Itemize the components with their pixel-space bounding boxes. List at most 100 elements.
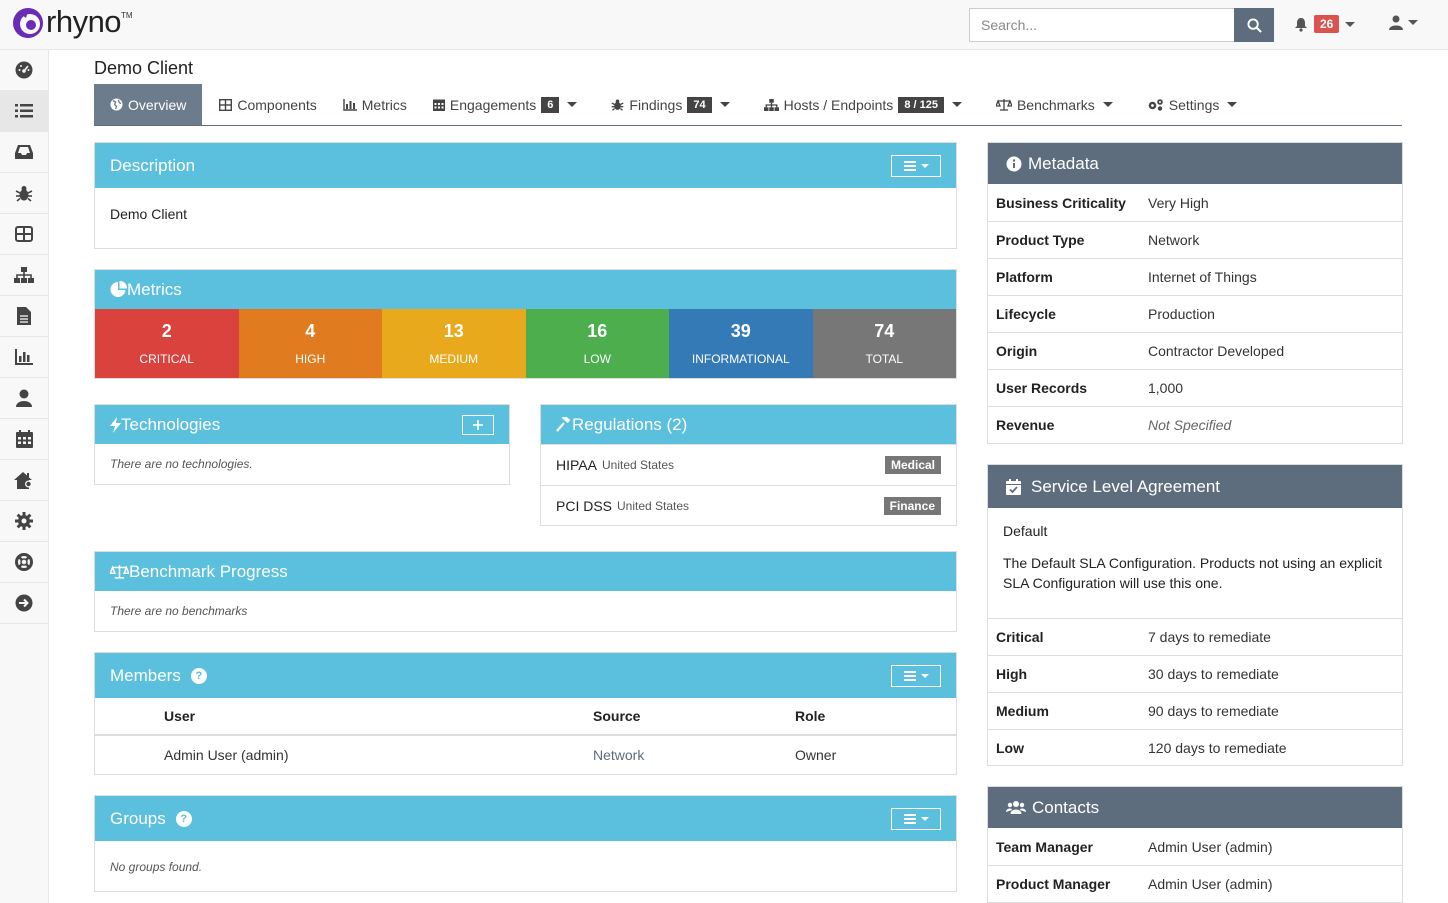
metric-low[interactable]: 16 LOW	[525, 309, 669, 378]
metric-medium[interactable]: 13 MEDIUM	[382, 309, 526, 378]
sla-days: 7 days to remediate	[1148, 629, 1271, 645]
metadata-key: Lifecycle	[996, 306, 1056, 322]
brand-name: rhyno	[46, 4, 122, 39]
help-icon[interactable]: ?	[190, 667, 207, 684]
sidebar-item-products[interactable]	[0, 91, 48, 132]
contact-row: Product Manager Admin User (admin)	[988, 865, 1402, 902]
tab-overview[interactable]: Overview	[94, 84, 203, 125]
panel-title: Contacts	[1032, 797, 1100, 817]
sidebar-item-reports[interactable]	[0, 296, 48, 337]
metric-label: HIGH	[295, 352, 326, 366]
contact-row: Team Manager Admin User (admin)	[988, 828, 1402, 865]
tab-settings[interactable]: Settings	[1138, 84, 1247, 125]
regulation-row[interactable]: PCI DSS United States Finance	[541, 485, 956, 526]
tab-components[interactable]: Components	[210, 84, 325, 125]
table-icon	[219, 98, 233, 111]
regulation-row[interactable]: HIPAA United States Medical	[541, 444, 956, 485]
sidebar	[0, 50, 49, 903]
table-row[interactable]: Admin User (admin) Network Owner	[95, 736, 956, 774]
sidebar-item-inbox[interactable]	[0, 132, 48, 173]
gavel-icon	[556, 417, 571, 432]
sidebar-item-endpoints[interactable]	[0, 255, 48, 296]
chevron-down-icon	[920, 816, 929, 821]
globe-icon	[110, 98, 123, 111]
bolt-icon	[110, 416, 121, 433]
groups-menu-button[interactable]	[891, 807, 941, 830]
search-button[interactable]	[1234, 8, 1274, 42]
tab-hosts-endpoints[interactable]: Hosts / Endpoints 8 / 125	[755, 84, 971, 125]
sidebar-item-findings[interactable]	[0, 173, 48, 214]
calendar-check-icon	[1006, 478, 1021, 495]
sitemap-icon	[14, 267, 34, 283]
members-header: Members ?	[95, 653, 956, 698]
sla-row: High 30 days to remediate	[988, 655, 1402, 692]
user-icon	[16, 389, 32, 407]
panel-title: Description	[110, 155, 196, 175]
tab-label: Settings	[1168, 96, 1220, 113]
metadata-row: Lifecycle Production	[988, 295, 1402, 332]
tab-findings[interactable]: Findings 74	[602, 84, 738, 125]
tab-label: Benchmarks	[1016, 96, 1095, 113]
brand-logo[interactable]: rhyno TM	[12, 4, 133, 39]
bars-icon	[903, 670, 916, 681]
tab-engagements[interactable]: Engagements 6	[424, 84, 587, 125]
groups-panel: Groups ? No groups found.	[94, 795, 957, 892]
sla-severity: Critical	[996, 629, 1044, 645]
metric-informational[interactable]: 39 INFORMATIONAL	[669, 309, 813, 378]
regulation-country: United States	[617, 499, 690, 513]
description-menu-button[interactable]	[891, 154, 941, 177]
sidebar-item-calendar[interactable]	[0, 419, 48, 460]
tab-benchmarks[interactable]: Benchmarks	[987, 84, 1122, 125]
calendar-icon	[15, 430, 33, 448]
sidebar-item-metrics[interactable]	[0, 337, 48, 378]
chevron-down-icon	[1227, 102, 1238, 107]
page-title: Demo Client	[94, 58, 194, 78]
users-icon	[1006, 801, 1026, 814]
regulations-panel: Regulations (2) HIPAA United States Medi…	[540, 404, 957, 526]
lifebuoy-icon	[15, 553, 33, 571]
metadata-value: Contractor Developed	[1148, 343, 1285, 359]
sidebar-item-support[interactable]	[0, 542, 48, 583]
metadata-value: Not Specified	[1148, 417, 1232, 433]
metric-critical[interactable]: 2 CRITICAL	[95, 309, 239, 378]
sidebar-item-expand[interactable]	[0, 583, 48, 624]
search-input[interactable]	[969, 8, 1235, 42]
members-menu-button[interactable]	[891, 664, 941, 687]
metric-value: 2	[161, 321, 172, 341]
description-header: Description	[95, 143, 956, 188]
sidebar-item-users[interactable]	[0, 378, 48, 419]
panel-title: Groups	[110, 808, 166, 828]
metric-total[interactable]: 74 TOTAL	[812, 309, 956, 378]
rhyno-logo-icon	[13, 8, 43, 38]
sla-row: Critical 7 days to remediate	[988, 618, 1402, 655]
engagements-count-badge: 6	[541, 96, 560, 113]
regulation-country: United States	[601, 458, 675, 472]
benchmark-header: Benchmark Progress	[95, 552, 956, 591]
metadata-value: Network	[1148, 232, 1200, 248]
metric-high[interactable]: 4 HIGH	[238, 309, 382, 378]
sla-description: The Default SLA Configuration. Products …	[1003, 555, 1382, 591]
add-technology-button[interactable]	[462, 414, 494, 435]
contacts-header: Contacts	[988, 787, 1402, 828]
technologies-empty-text: There are no technologies.	[110, 457, 253, 471]
sidebar-item-system-settings[interactable]	[0, 460, 48, 501]
sla-body: Default The Default SLA Configuration. P…	[988, 508, 1402, 618]
sidebar-item-dashboard[interactable]	[0, 50, 48, 91]
metric-label: MEDIUM	[429, 352, 479, 366]
metric-value: 4	[305, 321, 316, 341]
metadata-panel: Metadata Business Criticality Very High P…	[987, 142, 1403, 444]
sidebar-item-components[interactable]	[0, 214, 48, 255]
member-source: Network	[593, 747, 645, 763]
regulation-category-badge: Finance	[883, 497, 941, 515]
help-icon[interactable]: ?	[175, 810, 192, 827]
metrics-panel: Metrics 2 CRITICAL 4 HIGH 13 MEDIUM 16 LOW 3…	[94, 269, 957, 379]
sidebar-item-configuration[interactable]	[0, 501, 48, 542]
description-panel: Description Demo Client	[94, 142, 957, 249]
notifications-menu[interactable]: 26	[1294, 15, 1356, 33]
metadata-value: Internet of Things	[1148, 269, 1257, 285]
user-menu[interactable]	[1389, 15, 1418, 30]
tab-metrics[interactable]: Metrics	[334, 84, 416, 125]
members-panel: Members ? User Source Role Admin User (a…	[94, 652, 957, 775]
member-user: Admin User (admin)	[164, 747, 289, 763]
gear-icon	[15, 512, 33, 530]
